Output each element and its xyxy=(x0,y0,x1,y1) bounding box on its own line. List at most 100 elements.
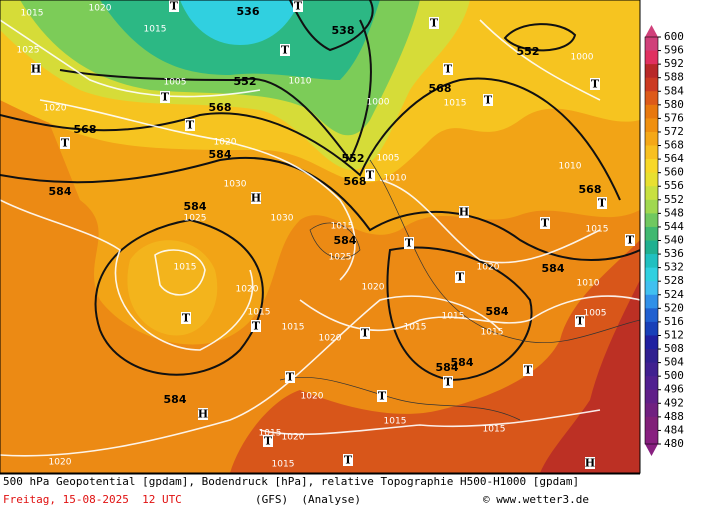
colorbar-label: 568 xyxy=(664,139,684,152)
pressure-center-box xyxy=(443,63,453,75)
geopotential-label: 552 xyxy=(517,45,540,58)
pressure-center-box xyxy=(360,327,370,339)
isobar-label: 1015 xyxy=(259,429,282,439)
isobar-label: 1010 xyxy=(559,162,582,172)
isobar-label: 1005 xyxy=(584,309,607,319)
pressure-center: T xyxy=(281,44,290,57)
pressure-center: T xyxy=(456,271,465,284)
pressure-center-box xyxy=(429,17,439,29)
colorbar-segment xyxy=(645,308,658,323)
colorbar-label: 600 xyxy=(664,30,684,43)
colorbar-label: 504 xyxy=(664,356,684,369)
pressure-center: H xyxy=(251,192,261,205)
pressure-center: T xyxy=(405,237,414,250)
colorbar-segment xyxy=(645,254,658,269)
colorbar-label: 484 xyxy=(664,423,684,436)
geopotential-label: 584 xyxy=(334,234,357,247)
colorbar-label: 596 xyxy=(664,44,684,57)
geopotential-label: 536 xyxy=(237,5,260,18)
pressure-center: T xyxy=(524,364,533,377)
footer-copyright: © www.wetter3.de xyxy=(483,493,589,506)
geopotential-label: 584 xyxy=(451,356,474,369)
colorbar-label: 520 xyxy=(664,301,684,314)
isobar-label: 1015 xyxy=(404,323,427,333)
pressure-center: T xyxy=(286,371,295,384)
colorbar-label: 508 xyxy=(664,342,684,355)
footer-model: (GFS) (Analyse) xyxy=(255,493,361,506)
pressure-center-box xyxy=(251,320,261,332)
pressure-center: T xyxy=(264,435,273,448)
pressure-center-box xyxy=(455,271,465,283)
zone-576 xyxy=(127,240,218,336)
colorbar-segment xyxy=(645,118,658,133)
colorbar-segment xyxy=(645,77,658,92)
pressure-center-box xyxy=(404,237,414,249)
geopotential-label: 568 xyxy=(209,101,232,114)
geopotential-label: 568 xyxy=(344,175,367,188)
pressure-center-box xyxy=(160,91,170,103)
pressure-center: T xyxy=(484,94,493,107)
pressure-center: H xyxy=(585,457,595,470)
isobar-label: 1015 xyxy=(282,323,305,333)
zone-592 xyxy=(540,280,640,473)
colorbar-segment xyxy=(645,50,658,65)
colorbar-label: 584 xyxy=(664,84,684,97)
colorbar-label: 572 xyxy=(664,125,684,138)
pressure-center: T xyxy=(252,320,261,333)
pressure-center-box xyxy=(185,119,195,131)
isobar-label: 1020 xyxy=(236,285,259,295)
pressure-center-box xyxy=(523,364,533,376)
isobar-label: 1015 xyxy=(272,460,295,470)
colorbar-segment xyxy=(645,376,658,391)
pressure-center: T xyxy=(294,0,303,13)
colorbar-label: 548 xyxy=(664,206,684,219)
pressure-center: T xyxy=(361,327,370,340)
geopotential-label: 552 xyxy=(342,152,365,165)
pressure-center: T xyxy=(366,169,375,182)
pressure-center: H xyxy=(459,206,469,219)
pressure-center-box xyxy=(443,376,453,388)
isobars xyxy=(0,19,640,457)
colorbar-segment xyxy=(645,267,658,282)
footer-description: 500 hPa Geopotential [gpdam], Bodendruck… xyxy=(3,475,579,488)
colorbar-segment xyxy=(645,240,658,255)
pressure-center-box xyxy=(585,457,595,469)
colorbar-label: 516 xyxy=(664,315,684,328)
geopotential-label: 584 xyxy=(542,262,565,275)
pressure-center-box xyxy=(597,197,607,209)
colorbar-segment xyxy=(645,281,658,296)
colorbar-label: 540 xyxy=(664,234,684,247)
pressure-center: T xyxy=(430,17,439,30)
colorbar-segment xyxy=(645,335,658,350)
pressure-center: H xyxy=(31,63,41,76)
colorbar-segment xyxy=(645,172,658,187)
geopotential-label: 584 xyxy=(436,361,459,374)
colorbar-label: 560 xyxy=(664,166,684,179)
colorbar-segment xyxy=(645,403,658,418)
colorbar-segment xyxy=(645,64,658,79)
isobar-label: 1020 xyxy=(44,104,67,114)
geopotential-label: 584 xyxy=(486,305,509,318)
pressure-center-box xyxy=(343,454,353,466)
isobar-label: 1015 xyxy=(442,312,465,322)
isobar-label: 1020 xyxy=(477,263,500,273)
isobar-label: 1005 xyxy=(377,154,400,164)
colorbar-segment xyxy=(645,213,658,228)
pressure-center-box xyxy=(293,0,303,12)
pressure-center: T xyxy=(591,78,600,91)
colorbar-label: 488 xyxy=(664,410,684,423)
pressure-center-box xyxy=(181,312,191,324)
isobar-label: 1020 xyxy=(362,283,385,293)
pressure-center-box xyxy=(540,217,550,229)
isobar-label: 1015 xyxy=(483,425,506,435)
colorbar-segment xyxy=(645,104,658,119)
isobar-label: 1025 xyxy=(329,253,352,263)
colorbar-segment xyxy=(645,321,658,336)
colorbar-segment xyxy=(645,159,658,174)
colorbar-label: 592 xyxy=(664,57,684,70)
geopotential-label: 584 xyxy=(209,148,232,161)
isobar-label: 1010 xyxy=(384,174,407,184)
geopotential-label: 584 xyxy=(49,185,72,198)
colorbar-label: 576 xyxy=(664,111,684,124)
pressure-center: T xyxy=(344,454,353,467)
